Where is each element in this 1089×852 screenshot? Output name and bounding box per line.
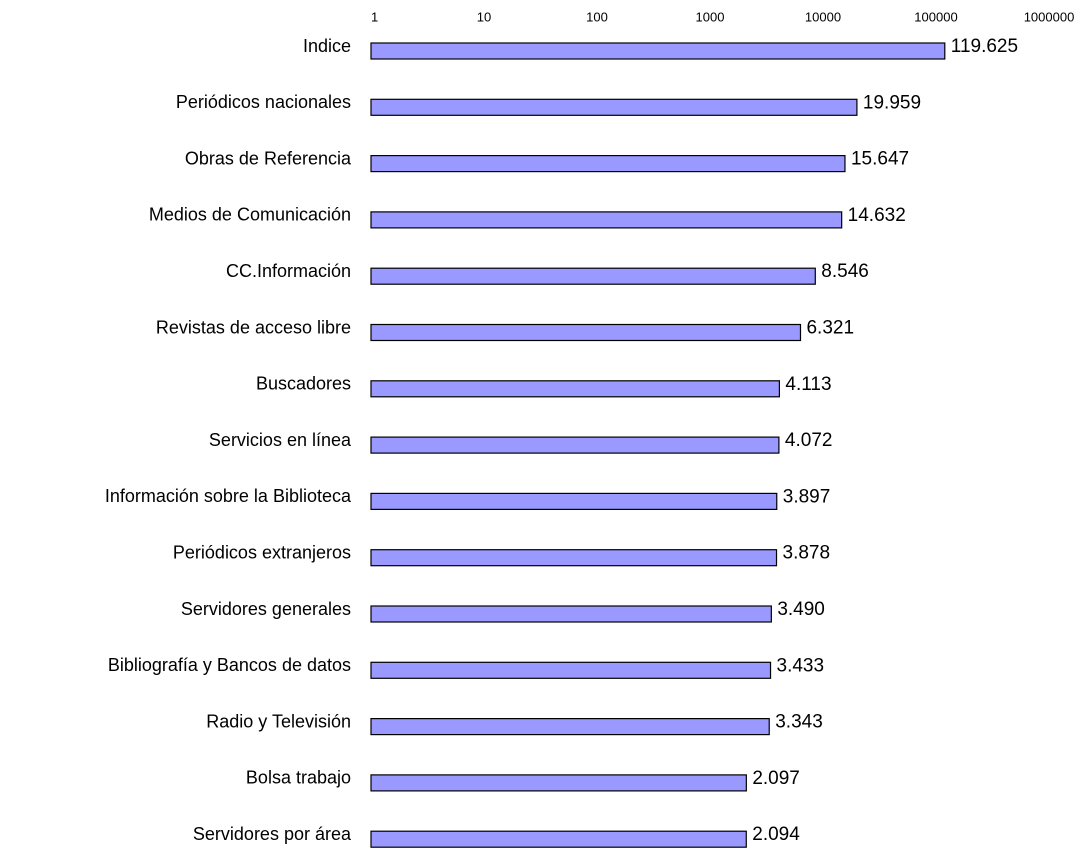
x-tick-label: 10000: [805, 9, 841, 24]
category-label: Bolsa trabajo: [246, 768, 351, 788]
bar: [370, 323, 802, 342]
bar: [370, 830, 747, 848]
value-label: 14.632: [848, 205, 906, 226]
category-label: Bibliografía y Bancos de datos: [108, 655, 351, 675]
category-label: Periódicos nacionales: [176, 92, 351, 112]
bar: [370, 605, 772, 623]
bar: [370, 717, 770, 736]
x-tick-label: 1: [371, 9, 378, 24]
value-label: 3.897: [783, 486, 831, 507]
bar: [370, 774, 747, 792]
bar: [370, 42, 946, 60]
value-label: 19.959: [863, 92, 921, 113]
category-label: Información sobre la Biblioteca: [105, 486, 352, 506]
value-label: 8.546: [821, 261, 869, 282]
bar: [370, 549, 778, 567]
category-label: Obras de Referencia: [185, 148, 352, 168]
value-label: 15.647: [851, 149, 909, 170]
value-label: 6.321: [806, 318, 854, 339]
category-label: Revistas de acceso libre: [156, 317, 351, 337]
bar: [370, 661, 772, 679]
category-label: Periódicos extranjeros: [173, 542, 351, 562]
x-tick-label: 1000000: [1024, 9, 1075, 24]
bar: [370, 267, 816, 285]
x-tick-label: 1000: [696, 9, 725, 24]
category-label: Indice: [303, 36, 351, 56]
value-label: 4.072: [785, 430, 833, 451]
value-label: 4.113: [785, 374, 831, 395]
category-label: Medios de Comunicación: [149, 205, 351, 225]
value-label: 3.878: [783, 543, 831, 564]
x-tick-label: 100000: [914, 9, 957, 24]
category-label: CC.Información: [226, 261, 351, 281]
x-tick-label: 100: [586, 9, 608, 24]
value-label: 2.097: [752, 768, 800, 789]
value-label: 3.433: [777, 655, 825, 676]
bar: [370, 492, 778, 510]
value-label: 2.094: [752, 824, 800, 845]
value-label: 3.490: [777, 599, 825, 620]
value-label: 3.343: [775, 712, 823, 733]
bar: [370, 211, 843, 229]
bar: [370, 436, 780, 454]
category-label: Servicios en línea: [209, 430, 352, 450]
bar: [370, 155, 846, 173]
bar: [370, 380, 780, 398]
x-tick-label: 10: [477, 9, 491, 24]
value-label: 119.625: [951, 36, 1018, 57]
category-label: Buscadores: [256, 374, 351, 394]
category-label: Radio y Televisión: [206, 711, 351, 731]
category-label: Servidores por área: [193, 824, 352, 844]
bar: [370, 98, 858, 116]
category-label: Servidores generales: [181, 599, 351, 619]
